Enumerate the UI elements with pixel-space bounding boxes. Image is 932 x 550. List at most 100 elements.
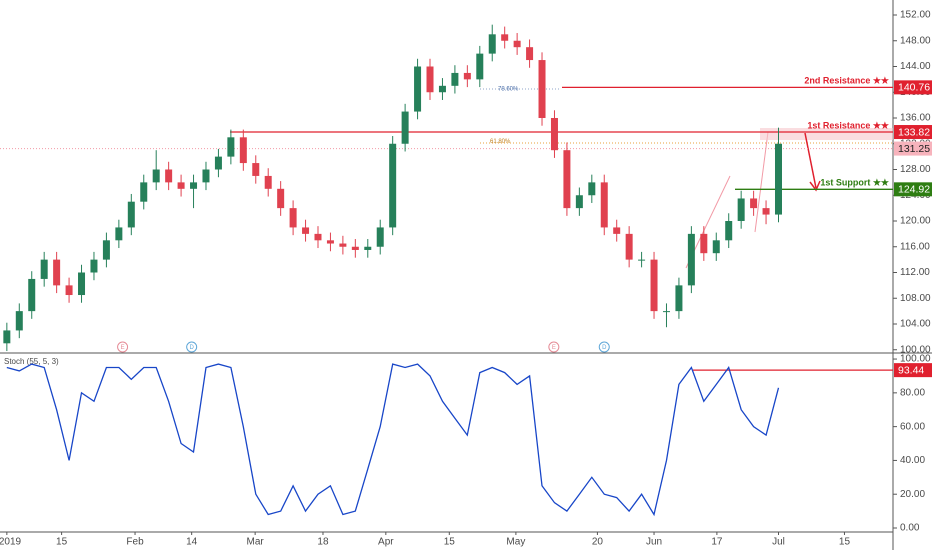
candle-body xyxy=(488,34,496,54)
candle-body xyxy=(90,259,98,273)
candle-body xyxy=(550,117,558,151)
y-tick-label: 104.00 xyxy=(900,319,931,330)
event-marker xyxy=(598,341,610,353)
candle-body xyxy=(40,259,48,279)
candle-body xyxy=(438,85,446,93)
x-tick-label: Jun xyxy=(646,537,662,548)
x-tick-label: 15 xyxy=(839,537,851,548)
candle-body xyxy=(102,240,110,260)
candle-body xyxy=(264,175,272,189)
y-tick-label: 152.00 xyxy=(900,10,931,21)
x-tick-label: Jul xyxy=(772,537,785,548)
y-tick-label: 136.00 xyxy=(900,113,931,124)
candle-body xyxy=(140,182,148,202)
candle-body xyxy=(376,227,384,247)
candle-body xyxy=(526,47,534,61)
candle-body xyxy=(351,246,359,250)
candle-body xyxy=(662,311,670,313)
candle-body xyxy=(600,182,608,228)
candle-body xyxy=(165,169,173,183)
y-tick-label: 40.00 xyxy=(900,455,925,466)
price-badge xyxy=(894,363,932,378)
price-badge-label: 133.82 xyxy=(898,126,930,138)
candle-body xyxy=(3,330,11,344)
candle-body xyxy=(115,227,123,241)
y-tick-label: 100.00 xyxy=(900,344,931,355)
y-tick-label: 0.00 xyxy=(900,523,920,534)
x-tick-label: 14 xyxy=(186,537,198,548)
candle-body xyxy=(625,233,633,260)
y-tick-label: 120.00 xyxy=(900,216,931,227)
x-tick-label: 18 xyxy=(317,537,329,548)
x-tick-label: Apr xyxy=(378,537,394,548)
candle-body xyxy=(314,233,322,241)
event-label: E xyxy=(552,345,556,351)
candle-body xyxy=(650,259,658,312)
candle-body xyxy=(177,182,185,189)
candle-body xyxy=(326,240,334,244)
candle-body xyxy=(53,259,61,286)
x-tick-label: 15 xyxy=(56,537,68,548)
indicator-title: Stoch (55, 5, 3) xyxy=(4,357,59,366)
y-tick-label: 148.00 xyxy=(900,35,931,46)
candle-body xyxy=(675,285,683,312)
event-label: D xyxy=(189,345,194,351)
price-badge-label: 93.44 xyxy=(898,364,924,376)
candle-body xyxy=(774,143,782,215)
price-badge xyxy=(894,80,932,95)
x-tick-label: 15 xyxy=(444,537,456,548)
candle-body xyxy=(513,40,521,48)
candle-body xyxy=(214,156,222,170)
drawing-arrow xyxy=(804,132,817,189)
x-tick-label: Feb xyxy=(126,537,144,548)
y-tick-label: 112.00 xyxy=(900,267,930,278)
x-tick-label: 2019 xyxy=(0,537,22,548)
candle-body xyxy=(302,227,310,234)
candle-body xyxy=(750,198,758,209)
candle-body xyxy=(638,259,646,261)
candle-body xyxy=(65,285,73,296)
x-tick-label: May xyxy=(506,537,525,548)
x-tick-label: 20 xyxy=(592,537,604,548)
candle-body xyxy=(277,188,285,209)
y-tick-label: 20.00 xyxy=(900,489,925,500)
price-badge-label: 131.25 xyxy=(898,143,930,155)
price-badge xyxy=(894,141,932,156)
candle-body xyxy=(700,233,708,254)
candle-body xyxy=(339,243,347,247)
candle-body xyxy=(28,278,36,312)
candle-body xyxy=(239,137,247,164)
level-label: 1st Resistance ★★ xyxy=(807,120,890,130)
candle-body xyxy=(252,163,260,176)
level-label: 1st Support ★★ xyxy=(820,178,890,188)
candle-body xyxy=(451,72,459,86)
candle-body xyxy=(575,195,583,209)
candle-body xyxy=(476,53,484,80)
candle-body xyxy=(15,311,23,331)
y-tick-label: 108.00 xyxy=(900,293,931,304)
y-tick-label: 100.00 xyxy=(900,354,931,365)
event-marker xyxy=(117,341,129,353)
candle-body xyxy=(588,182,596,196)
y-tick-label: 80.00 xyxy=(900,387,925,398)
candle-body xyxy=(401,111,409,144)
candle-body xyxy=(364,246,372,250)
price-badge xyxy=(894,182,932,197)
candle-body xyxy=(737,198,745,221)
y-tick-label: 60.00 xyxy=(900,421,925,432)
candle-body xyxy=(712,240,720,254)
level-label: 2nd Resistance ★★ xyxy=(804,76,890,86)
candle-body xyxy=(152,169,160,183)
candle-body xyxy=(501,34,509,41)
price-badge-label: 124.92 xyxy=(898,184,930,196)
fib-label: 61.80% xyxy=(490,139,511,145)
candle-body xyxy=(687,233,695,286)
y-tick-label: 128.00 xyxy=(900,164,931,175)
x-tick-label: Mar xyxy=(247,537,265,548)
highlight-zone xyxy=(760,128,893,140)
candle-body xyxy=(190,182,198,189)
price-badge-label: 140.76 xyxy=(898,82,930,94)
candle-body xyxy=(762,208,770,215)
